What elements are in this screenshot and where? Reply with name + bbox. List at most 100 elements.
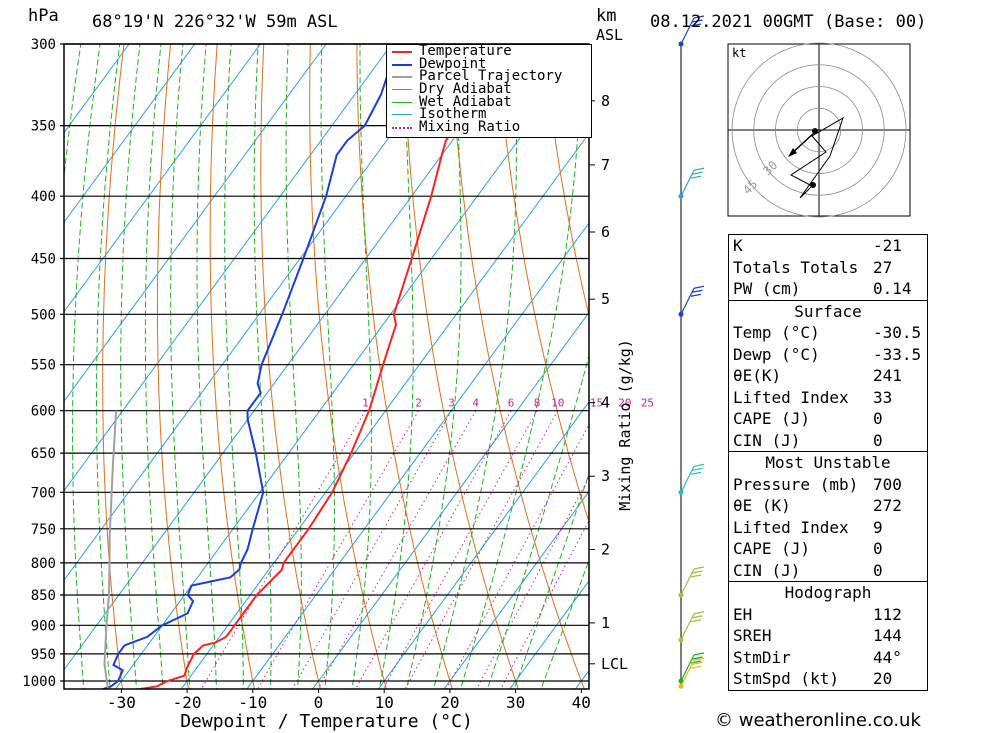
- parcel-trajectory-line: [103, 410, 118, 689]
- mixing-ratio-line: [500, 519, 589, 689]
- pressure-tick-label: 750: [31, 522, 56, 538]
- mixing-ratio-label: 1: [362, 397, 369, 410]
- mixing-ratio-line: [382, 410, 538, 689]
- wet-adiabat-line: [64, 44, 82, 182]
- mixing-ratio-line: [355, 410, 512, 689]
- mixing-ratio-label: 3: [448, 397, 455, 410]
- x-tick-label: 20: [440, 693, 459, 712]
- legend-item: Mixing Ratio: [387, 120, 591, 134]
- km-tick-label: 7: [601, 156, 610, 174]
- most-unstable-section: Most Unstable Pressure (mb) 700 θE (K) 272…: [729, 451, 927, 581]
- surface-section: Surface Temp (°C) -30.5 Dewp (°C) -33.5 θE…: [729, 299, 927, 452]
- wind-level-dot: [678, 311, 684, 317]
- legend-item: Parcel Trajectory: [387, 70, 591, 83]
- dry-adiabat-line: [157, 44, 189, 689]
- hodograph-trace: [790, 116, 844, 199]
- pressure-tick-label: 700: [31, 485, 56, 501]
- legend: Temperature Dewpoint Parcel Trajectory D…: [386, 44, 592, 138]
- plot-frame: [63, 43, 590, 690]
- x-tick-label: 30: [506, 693, 525, 712]
- mixing-ratio-line: [256, 410, 420, 689]
- mixing-ratio-label: 6: [508, 397, 515, 410]
- legend-item: Dry Adiabat: [387, 82, 591, 96]
- pressure-tick-label: 850: [31, 588, 56, 604]
- mixing-ratio-line: [404, 410, 559, 689]
- mixing-ratio-line: [445, 423, 589, 689]
- wind-barb: [680, 463, 705, 493]
- hodograph-point: [812, 128, 818, 134]
- isotherm-line: [64, 44, 393, 492]
- mixing-ratio-line: [476, 476, 589, 689]
- pressure-tick-label: 400: [31, 189, 56, 205]
- pressure-tick-label: 900: [31, 618, 56, 634]
- dry-adiabat-line: [260, 44, 321, 689]
- wind-barb: [680, 285, 705, 315]
- km-tick-label: 2: [601, 541, 610, 559]
- pressure-tick-label: 500: [31, 307, 56, 323]
- datetime-title: 08.12.2021 00GMT (Base: 00): [650, 12, 927, 32]
- pressure-unit: hPa: [28, 6, 59, 26]
- km-unit: km: [596, 6, 617, 26]
- mixing-ratio-label: 25: [641, 397, 654, 410]
- wet-adiabat-line: [196, 44, 217, 689]
- mixing-ratio-label: 10: [551, 397, 564, 410]
- km-tick-label: 5: [601, 290, 610, 308]
- pressure-tick-label: 600: [31, 404, 56, 420]
- wet-adiabat-line: [320, 44, 335, 689]
- isotherm-line: [0, 0, 69, 712]
- wind-level-dot: [678, 489, 684, 495]
- dry-adiabat-line: [542, 44, 589, 319]
- x-tick-label: 0: [314, 693, 324, 712]
- wet-adiabat-line: [25, 0, 79, 712]
- wet-adiabat-line: [513, 472, 589, 689]
- x-tick-label: 40: [572, 693, 591, 712]
- wind-barb: [680, 566, 705, 596]
- legend-item: Temperature: [387, 44, 591, 58]
- dry-adiabat-line: [309, 44, 387, 689]
- copyright-link[interactable]: © weatheronline.co.uk: [715, 710, 921, 731]
- legend-item: Isotherm: [387, 108, 591, 121]
- hodograph-ring: [753, 64, 885, 196]
- km-tick-label: 1: [601, 614, 610, 632]
- wind-barb: [680, 611, 705, 641]
- location-title: 68°19'N 226°32'W 59m ASL: [92, 12, 338, 32]
- wet-adiabat-line: [459, 44, 582, 689]
- pressure-tick-label: 650: [31, 446, 56, 462]
- x-tick-label: 10: [375, 693, 394, 712]
- isotherm-line: [246, 222, 589, 689]
- mixing-ratio-line: [291, 410, 452, 689]
- mixing-ratio-label: 2: [415, 397, 422, 410]
- isotherm-line: [377, 401, 589, 689]
- km-tick-label: 3: [601, 467, 610, 485]
- pressure-tick-label: 1000: [22, 674, 56, 690]
- hodograph-ring: [796, 107, 842, 153]
- km-tick-label: 8: [601, 92, 610, 110]
- wind-barb: [680, 167, 705, 197]
- isotherm-line: [64, 44, 262, 313]
- dry-adiabat-line: [356, 44, 453, 689]
- wet-adiabat-line: [351, 44, 372, 689]
- wet-adiabat-line: [120, 44, 141, 689]
- wet-adiabat-line: [432, 44, 517, 689]
- wet-adiabat-line: [486, 353, 589, 689]
- wind-profile: [678, 15, 705, 689]
- asl-unit: ASL: [596, 26, 624, 44]
- km-tick-label: LCL: [601, 655, 628, 673]
- pressure-tick-label: 550: [31, 358, 56, 374]
- isotherm-line: [64, 44, 130, 134]
- isotherm-line: [312, 311, 589, 689]
- mixing-ratio-line: [317, 410, 477, 689]
- x-tick-label: -10: [238, 693, 267, 712]
- pressure-tick-label: 950: [31, 647, 56, 663]
- wet-adiabat-line: [405, 44, 462, 689]
- isotherm-line: [443, 490, 589, 689]
- dry-adiabat-line: [496, 44, 589, 524]
- stats-table: K -21 Totals Totals 27 PW (cm) 0.14 Surface…: [728, 234, 928, 691]
- wet-adiabat-line: [144, 44, 164, 689]
- wind-barb: [680, 652, 705, 682]
- mixing-ratio-axis-label: Mixing Ratio (g/kg): [616, 339, 634, 511]
- wind-barb: [680, 657, 705, 687]
- pressure-tick-label: 300: [31, 37, 56, 53]
